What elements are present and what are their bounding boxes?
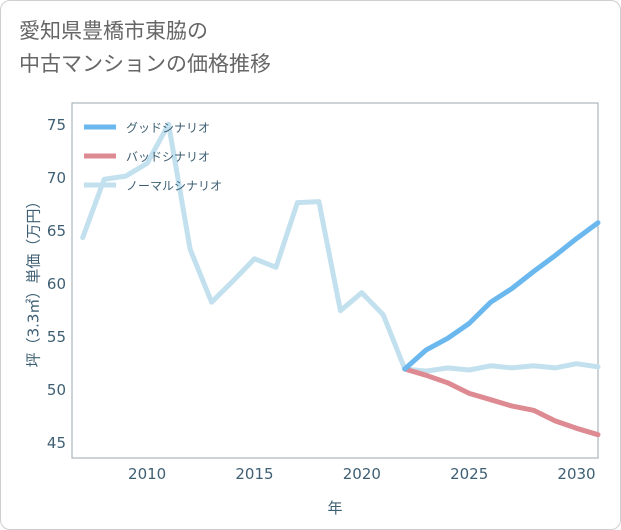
series-layer xyxy=(80,121,601,438)
legend-label-0: グッドシナリオ xyxy=(126,121,210,135)
x-tick-label: 2015 xyxy=(235,465,273,483)
series-line-1 xyxy=(402,366,601,438)
legend-label-2: ノーマルシナリオ xyxy=(126,179,222,193)
y-axis-label: 坪（3.3㎡）単価（万円） xyxy=(25,194,43,368)
chart-title-line-2: 中古マンションの価格推移 xyxy=(19,52,271,76)
x-axis-label: 年 xyxy=(327,499,342,517)
x-tick-label: 2010 xyxy=(128,465,166,483)
x-tick-label: 2020 xyxy=(343,465,381,483)
y-tick-label: 45 xyxy=(47,434,66,452)
x-tick-label: 2030 xyxy=(557,465,595,483)
y-tick-label: 75 xyxy=(47,116,66,134)
series-line-2 xyxy=(80,121,601,374)
legend-label-1: バッドシナリオ xyxy=(126,150,210,164)
y-tick-label: 70 xyxy=(47,169,66,187)
y-tick-label: 65 xyxy=(47,222,66,240)
series-line-0 xyxy=(402,220,601,372)
x-tick-label: 2025 xyxy=(450,465,488,483)
chart-title-line-1: 愛知県豊橋市東脇の xyxy=(19,19,208,43)
y-tick-label: 60 xyxy=(47,275,66,293)
y-tick-label: 50 xyxy=(47,381,66,399)
tick-labels: 45 50 55 60 65 70 75 2010 2015 2020 2025 2030 xyxy=(47,116,596,483)
y-tick-label: 55 xyxy=(47,328,66,346)
chart-title: 愛知県豊橋市東脇の 中古マンションの価格推移 xyxy=(19,15,271,81)
